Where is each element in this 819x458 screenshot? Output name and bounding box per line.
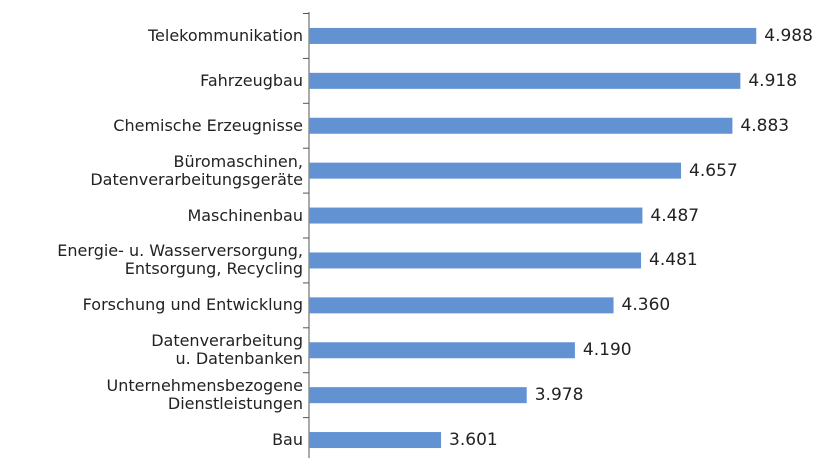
bar [309,162,682,179]
bar [309,342,575,359]
category-label: Chemische Erzeugnisse [113,115,303,135]
bar [309,207,643,224]
category-label: Fahrzeugbau [200,70,303,90]
value-label: 4.988 [764,25,813,46]
bar [309,432,442,449]
value-label: 4.481 [649,250,698,271]
value-label: 4.883 [740,115,790,136]
bar [309,117,733,134]
bar [309,72,741,89]
value-label: 4.918 [748,70,798,91]
category-label: Datenverarbeitung u. Datenbanken [151,331,303,369]
category-label: Maschinenbau [187,205,303,225]
bar [309,252,642,269]
value-label: 4.360 [621,295,671,316]
value-label: 3.601 [449,430,498,451]
value-label: 4.487 [650,205,700,226]
value-label: 4.190 [582,340,632,361]
category-label: Telekommunikation [147,25,303,45]
category-label: Energie- u. Wasserversorgung, Entsorgung… [57,241,303,279]
category-label: Unternehmensbezogene Dienstleistungen [106,376,303,414]
value-label: 4.657 [689,160,738,181]
value-label: 3.978 [534,385,584,406]
category-label: Büromaschinen, Datenverarbeitungsgeräte [90,151,303,189]
category-label: Forschung und Entwicklung [82,295,303,315]
bar [309,27,757,44]
bar [309,297,614,314]
category-label: Bau [272,430,303,450]
bar [309,387,527,404]
